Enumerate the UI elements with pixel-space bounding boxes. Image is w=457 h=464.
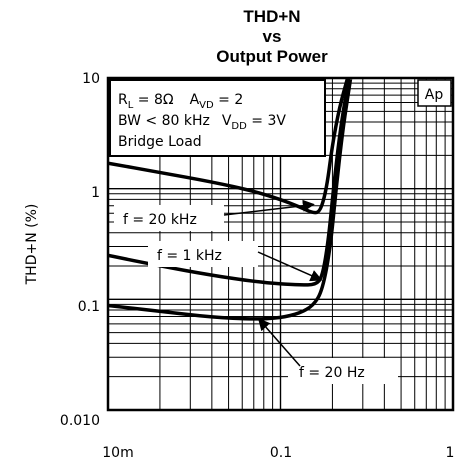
y-tick-label-0-010: 0.010 <box>60 413 100 429</box>
series-line-3 <box>108 78 353 321</box>
conditions-line-3: Bridge Load <box>118 134 202 150</box>
annotation-arrow-2 <box>257 251 323 282</box>
plot-frame <box>106 76 455 412</box>
annotation-20hz-label: f = 20 Hz <box>299 365 365 381</box>
x-tick-label-10m: 10m <box>102 445 133 461</box>
series-line-2 <box>108 78 351 287</box>
annotation-1khz-label: f = 1 kHz <box>157 248 222 264</box>
ap-badge-frame <box>417 79 452 107</box>
annotation-20hz-bg <box>288 358 398 384</box>
ap-badge: Ap <box>417 79 452 107</box>
chart-title-line-2: vs <box>263 27 282 46</box>
annotation-arrow-1 <box>223 199 315 216</box>
x-tick-label-0-1: 0.1 <box>270 445 292 461</box>
y-tick-label-1: 1 <box>91 185 100 201</box>
conditions-box-frame <box>109 79 326 157</box>
chart-title-line-3: Output Power <box>216 47 328 66</box>
conditions-line-1: RL = 8Ω AVD = 2 <box>118 92 243 111</box>
conditions-line-2: BW < 80 kHz VDD = 3V <box>118 113 286 132</box>
conditions-box: RL = 8Ω AVD = 2 BW < 80 kHz VDD = 3V Bridg… <box>109 79 326 157</box>
annotation-arrow-3 <box>257 318 301 367</box>
y-axis-label: THD+N (%) <box>24 204 40 286</box>
annotation-20khz-label: f = 20 kHz <box>123 212 197 228</box>
annotations: f = 20 kHz f = 1 kHz f = 20 Hz <box>114 199 398 384</box>
y-tick-label-0-1: 0.1 <box>78 299 100 315</box>
annotation-1khz-bg <box>148 241 258 267</box>
x-tick-label-1: 1 <box>446 445 455 461</box>
annotation-20khz-bg <box>114 205 224 231</box>
ap-badge-label: Ap <box>425 87 444 103</box>
chart-title-line-1: THD+N <box>243 7 300 26</box>
y-tick-label-10: 10 <box>82 71 100 87</box>
